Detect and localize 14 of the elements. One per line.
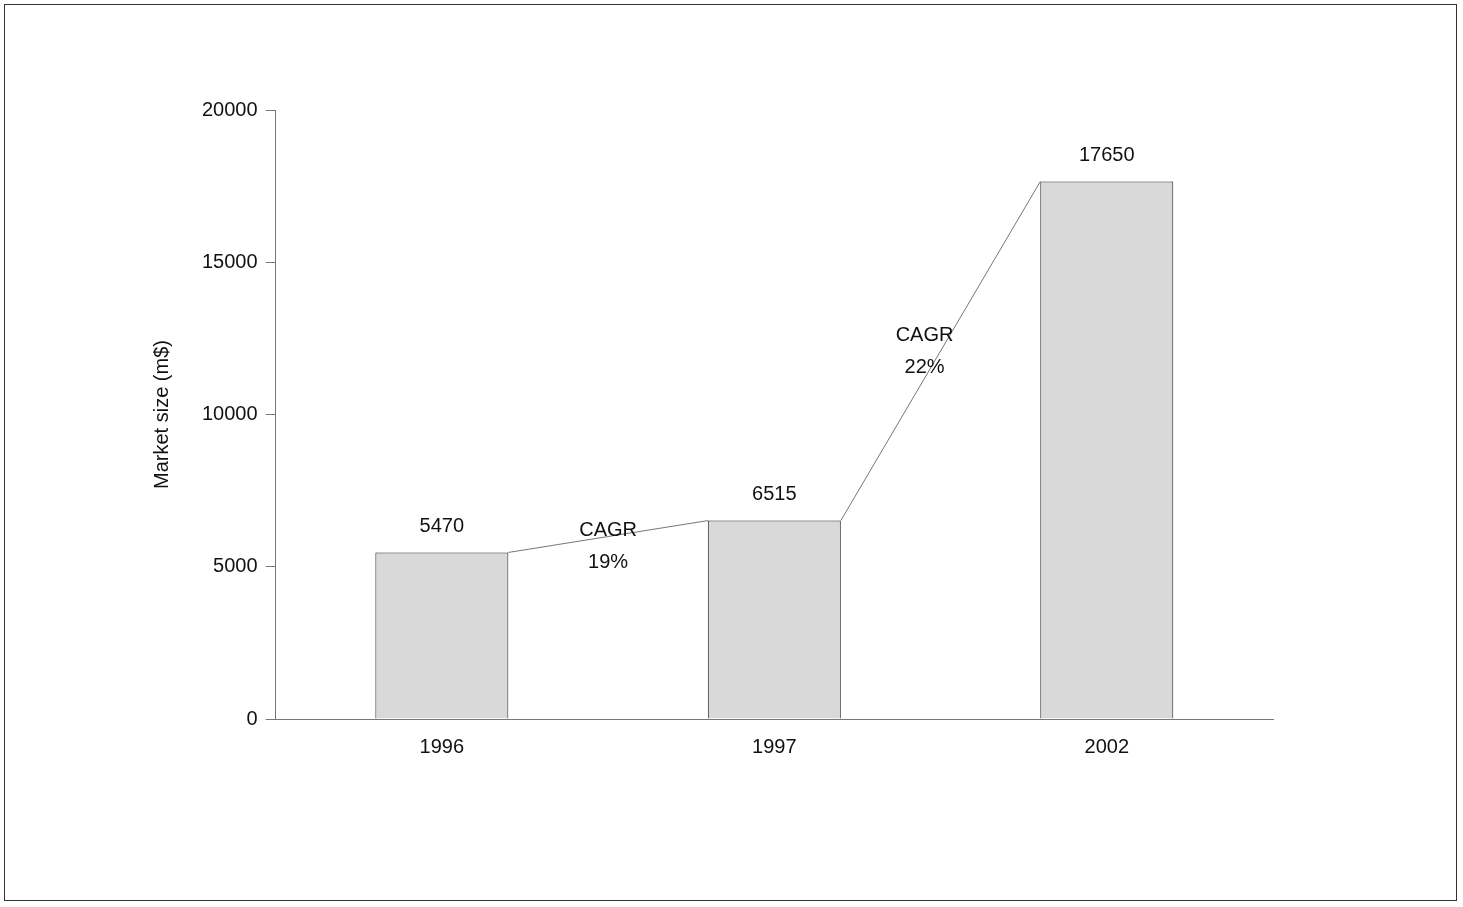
data-label: 5470: [419, 513, 465, 536]
x-tick-label: 1996: [419, 734, 465, 757]
y-tick-label: 20000: [201, 97, 258, 120]
y-tick-label: 15000: [201, 249, 258, 272]
x-tick-label: 1997: [752, 734, 797, 757]
y-axis-title: Market size (m$): [149, 340, 172, 489]
y-tick-label: 10000: [201, 402, 258, 425]
data-label: 17650: [1078, 143, 1135, 166]
x-tick-label: 2002: [1084, 734, 1130, 757]
annotation: CAGR 22%: [895, 322, 954, 377]
y-tick-label: 5000: [213, 554, 258, 577]
data-label: 6515: [752, 482, 797, 505]
y-tick-label: 0: [246, 706, 258, 729]
annotation: CAGR 19%: [579, 518, 637, 573]
